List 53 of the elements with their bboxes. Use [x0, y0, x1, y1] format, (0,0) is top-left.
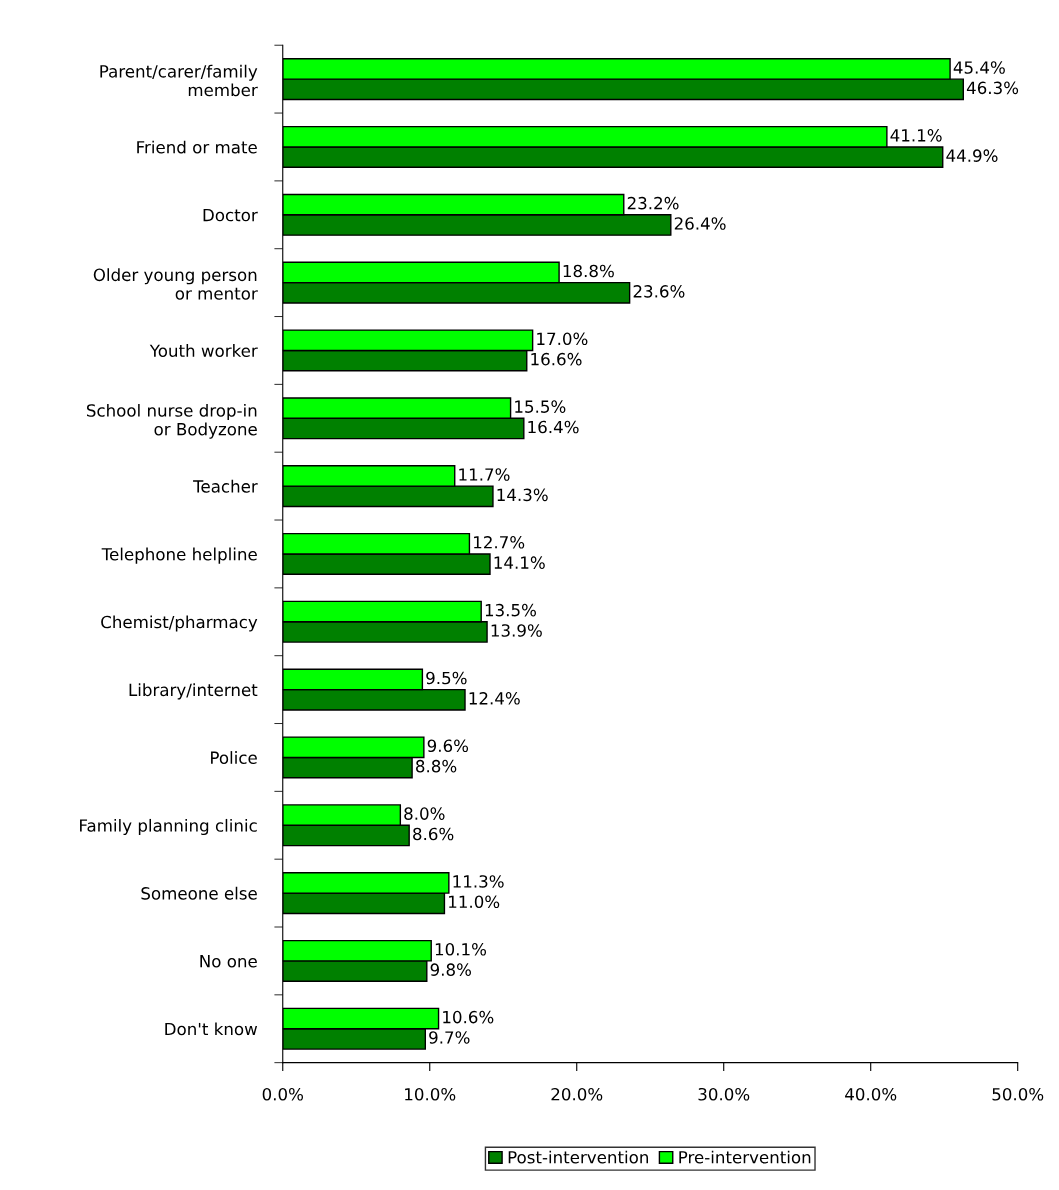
y-tick-label: Doctor — [203, 208, 258, 222]
y-tick-label: Parent/carer/family member — [100, 64, 258, 97]
data-label: 45.4% — [953, 61, 1005, 74]
x-tick-label: 30.0% — [698, 1087, 750, 1101]
x-tick-label: 20.0% — [551, 1087, 603, 1101]
y-tick-label: Friend or mate — [137, 140, 257, 154]
legend-label: Pre-intervention — [679, 1150, 811, 1164]
y-tick-label: Don't know — [165, 1022, 258, 1036]
data-label: 11.3% — [453, 875, 504, 888]
y-tick-label: School nurse drop-in or Bodyzone — [86, 403, 257, 439]
data-label: 13.5% — [485, 603, 536, 617]
y-tick-label: Police — [211, 751, 257, 764]
x-tick-label: 10.0% — [405, 1087, 456, 1101]
y-tick-label: Youth worker — [149, 344, 258, 358]
x-tick-label: 40.0% — [845, 1087, 897, 1101]
data-label: 14.1% — [494, 556, 545, 569]
data-label: 23.2% — [627, 196, 679, 210]
data-label: 46.3% — [966, 81, 1019, 95]
data-label: 41.1% — [890, 129, 942, 142]
data-label: 13.9% — [491, 624, 542, 637]
y-tick-label: Older young person or mentor — [93, 268, 258, 300]
y-tick-label: Family planning clinic — [80, 818, 257, 836]
data-label: 15.5% — [515, 400, 566, 413]
data-label: 14.3% — [497, 488, 548, 502]
data-label: 9.6% — [427, 739, 469, 753]
data-label: 9.7% — [429, 1031, 470, 1044]
legend-label: Post-intervention — [508, 1150, 648, 1164]
data-label: 8.0% — [404, 807, 445, 820]
data-label: 12.7% — [474, 536, 525, 549]
y-tick-label: Telephone helpline — [101, 547, 257, 564]
data-label: 11.0% — [449, 895, 500, 909]
data-label: 8.6% — [413, 827, 454, 841]
data-label: 11.7% — [459, 468, 510, 481]
data-label: 10.6% — [443, 1010, 494, 1024]
data-label: 16.4% — [528, 420, 579, 434]
data-label: 44.9% — [946, 149, 998, 162]
y-tick-label: No one — [200, 955, 257, 968]
data-label: 12.4% — [469, 692, 520, 705]
data-label: 10.1% — [435, 942, 487, 956]
data-label: 26.4% — [674, 217, 726, 230]
x-tick-label: 0.0% — [262, 1087, 303, 1101]
y-tick-label: Someone else — [141, 886, 257, 900]
data-label: 9.8% — [430, 963, 471, 976]
data-label: 9.5% — [426, 671, 467, 685]
x-tick-label: 50.0% — [992, 1087, 1044, 1101]
data-label: 16.6% — [531, 352, 582, 366]
data-label: 23.6% — [633, 285, 685, 298]
data-label: 18.8% — [563, 264, 614, 278]
data-label: 17.0% — [537, 332, 588, 346]
y-tick-label: Teacher — [193, 479, 258, 493]
y-tick-label: Library/internet — [129, 683, 258, 700]
y-tick-label: Chemist/pharmacy — [101, 615, 258, 632]
data-label: 8.8% — [416, 759, 457, 773]
